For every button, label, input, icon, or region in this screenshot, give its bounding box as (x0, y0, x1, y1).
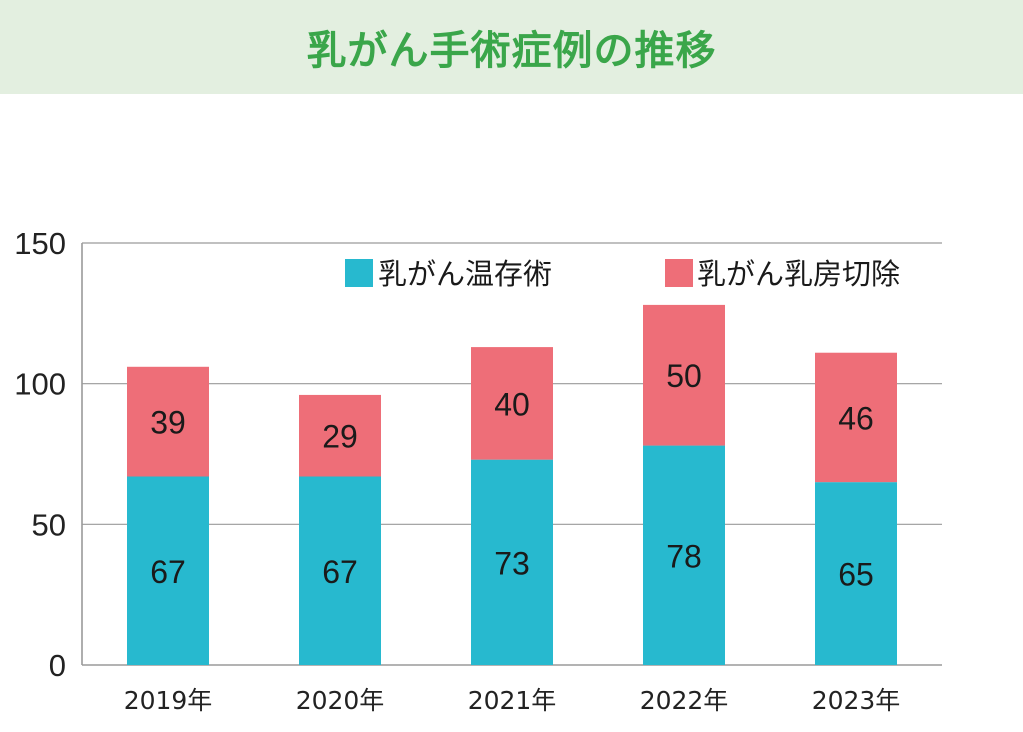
data-label: 73 (494, 545, 530, 581)
bar-segment (127, 476, 209, 665)
bar-segment (471, 459, 553, 665)
bar-segment (815, 482, 897, 665)
labels-layer: 0 50 100 150 67 39 2019年 67 29 2020年 73 40 2021年 78 50… (14, 226, 900, 715)
bar-segment (643, 304, 725, 446)
legend-label: 乳がん乳房切除 (697, 257, 900, 291)
data-label: 39 (150, 405, 186, 441)
bar-segment (643, 445, 725, 665)
x-tick-label: 2020年 (296, 686, 385, 715)
data-label: 46 (838, 400, 874, 436)
data-label: 50 (666, 358, 702, 394)
y-tick-label: 100 (14, 367, 66, 402)
y-tick-label: 50 (32, 507, 66, 542)
x-tick-label: 2021年 (468, 686, 557, 715)
x-tick-label: 2019年 (124, 686, 213, 715)
bar-segment (299, 394, 381, 477)
bars-layer (127, 304, 897, 665)
y-tick-label: 0 (49, 648, 66, 683)
title-banner: 乳がん手術症例の推移 (0, 0, 1023, 94)
legend-label: 乳がん温存術 (378, 257, 552, 291)
bar-segment (127, 366, 209, 477)
data-label: 40 (494, 386, 530, 422)
data-label: 67 (322, 554, 358, 590)
bar-segment (299, 476, 381, 665)
bar-segment (815, 352, 897, 483)
bar-segment (471, 347, 553, 460)
legend-swatch (665, 259, 693, 287)
legend-swatch (345, 259, 373, 287)
x-tick-label: 2023年 (812, 686, 901, 715)
data-label: 29 (322, 419, 358, 455)
y-tick-label: 150 (14, 226, 66, 261)
chart-title: 乳がん手術症例の推移 (306, 28, 717, 74)
data-label: 78 (666, 538, 702, 574)
legend: 乳がん温存術 乳がん乳房切除 (345, 257, 900, 291)
data-label: 67 (150, 554, 186, 590)
x-tick-label: 2022年 (640, 686, 729, 715)
data-label: 65 (838, 557, 874, 593)
